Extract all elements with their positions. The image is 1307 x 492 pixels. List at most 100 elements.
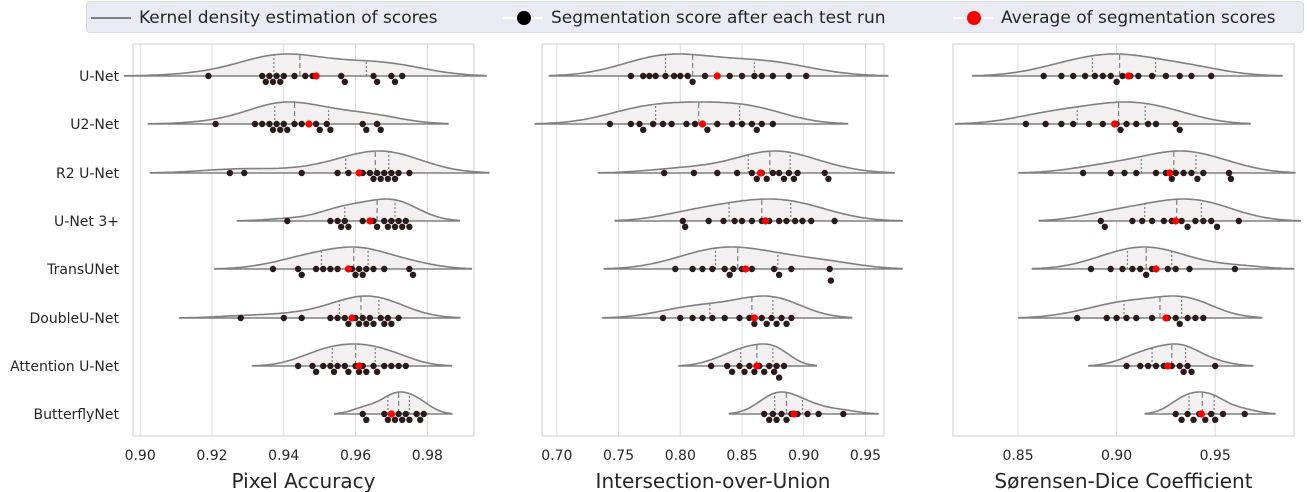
run-score-point	[1103, 314, 1110, 322]
run-score-point	[363, 320, 370, 327]
run-score-point	[370, 72, 377, 80]
run-score-point	[1123, 314, 1130, 322]
run-score-point	[312, 368, 320, 375]
run-score-point	[662, 72, 669, 80]
run-score-point	[370, 265, 377, 273]
run-score-point	[277, 126, 284, 133]
run-score-point	[1188, 368, 1195, 375]
run-dot-swatch	[499, 11, 543, 25]
category-label: DoubleU-Net	[30, 311, 120, 327]
mean-score-point	[348, 314, 356, 322]
run-score-point	[280, 120, 287, 128]
kde-violin	[954, 101, 1251, 125]
run-score-point	[763, 320, 770, 327]
run-score-point	[266, 72, 273, 80]
run-score-point	[1186, 265, 1193, 273]
run-score-point	[1137, 265, 1144, 273]
run-score-point	[1081, 72, 1089, 80]
run-score-point	[707, 362, 715, 370]
kde-violin	[1018, 295, 1263, 319]
run-score-point	[1144, 362, 1152, 370]
run-score-point	[298, 120, 305, 128]
run-score-point	[1212, 416, 1219, 423]
legend-kde-entry: Kernel density estimation of scores	[87, 2, 438, 34]
run-score-point	[1074, 314, 1081, 322]
mean-score-point	[1111, 120, 1119, 128]
run-score-point	[395, 410, 402, 418]
run-score-point	[1022, 120, 1030, 128]
run-score-point	[726, 72, 733, 80]
mean-score-point	[1164, 362, 1172, 370]
run-score-point	[359, 314, 366, 322]
run-score-point	[1117, 126, 1124, 133]
run-score-point	[790, 175, 798, 182]
run-score-point	[1040, 72, 1047, 80]
run-score-point	[277, 78, 284, 86]
run-score-point	[384, 314, 392, 322]
run-score-point	[341, 217, 348, 225]
kde-violin	[602, 295, 853, 319]
category-label: Attention U-Net	[10, 359, 119, 375]
run-score-point	[395, 314, 402, 322]
run-score-point	[262, 78, 269, 86]
run-score-point	[280, 314, 287, 322]
run-score-point	[352, 271, 359, 278]
mean-score-point	[366, 217, 374, 225]
run-score-point	[384, 416, 392, 423]
axes-frame	[541, 43, 885, 437]
run-score-point	[690, 169, 698, 177]
mean-score-point	[1124, 72, 1132, 80]
run-score-point	[406, 265, 413, 273]
run-score-point	[640, 126, 647, 133]
run-score-point	[738, 217, 746, 225]
run-score-point	[799, 217, 806, 225]
run-score-point	[1133, 120, 1140, 128]
run-score-point	[1087, 265, 1095, 273]
run-score-point	[766, 416, 773, 423]
run-score-point	[1176, 72, 1183, 80]
run-score-point	[1133, 169, 1140, 177]
run-score-point	[391, 175, 399, 182]
run-score-point	[345, 223, 352, 230]
x-tick-label: 0.75	[603, 448, 634, 464]
run-score-point	[682, 223, 689, 230]
run-score-point	[699, 314, 706, 322]
run-score-point	[1070, 72, 1077, 80]
run-score-point	[1164, 265, 1172, 273]
run-score-point	[775, 217, 783, 225]
run-score-point	[753, 175, 760, 182]
run-score-point	[1042, 120, 1049, 128]
run-score-point	[1180, 169, 1187, 177]
mean-score-point	[387, 410, 395, 418]
run-score-point	[226, 169, 234, 177]
kde-violin	[149, 150, 490, 174]
run-score-point	[402, 410, 409, 418]
run-score-point	[689, 265, 696, 273]
run-score-point	[689, 78, 696, 86]
run-score-point	[1129, 265, 1136, 273]
run-score-point	[205, 72, 212, 80]
run-score-point	[753, 126, 760, 133]
run-score-point	[1121, 169, 1128, 177]
run-score-point	[668, 120, 675, 128]
run-score-point	[788, 265, 795, 273]
run-score-point	[788, 314, 795, 322]
kde-violin	[1031, 246, 1295, 270]
run-score-point	[1123, 120, 1130, 128]
run-score-point	[366, 169, 374, 177]
run-score-point	[273, 72, 280, 80]
kde-violin	[1088, 343, 1254, 367]
kde-violin	[236, 198, 460, 222]
run-score-point	[1176, 320, 1183, 327]
run-score-point	[1227, 175, 1235, 182]
run-score-point	[773, 416, 780, 423]
run-score-point	[627, 72, 635, 80]
run-score-point	[1058, 72, 1065, 80]
run-score-point	[381, 169, 388, 177]
run-score-point	[751, 320, 758, 327]
run-score-point	[1192, 314, 1199, 322]
run-score-point	[1079, 169, 1087, 177]
run-score-point	[266, 120, 273, 128]
run-score-point	[748, 265, 756, 273]
run-score-point	[284, 217, 291, 225]
